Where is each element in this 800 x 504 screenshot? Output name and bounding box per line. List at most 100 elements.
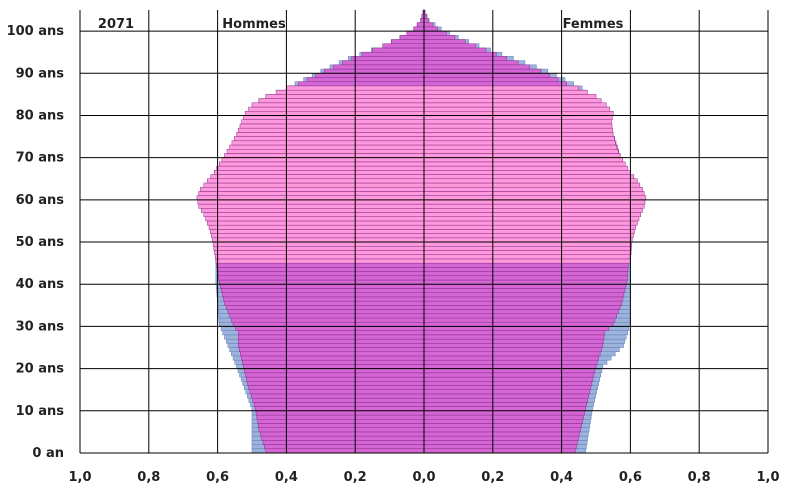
bar-femmes-age-102	[423, 18, 429, 23]
bar-hommes-age-11	[253, 402, 425, 407]
x-tick-label-1: 0,8	[137, 470, 160, 485]
bar-hommes-age-61	[198, 191, 425, 196]
bar-hommes-age-81	[248, 106, 425, 112]
bar-femmes-age-32	[423, 313, 617, 319]
bar-hommes-age-37	[222, 292, 425, 298]
bar-hommes-age-91	[333, 64, 425, 70]
y-tick-label-80: 80 ans	[16, 108, 65, 123]
bar-hommes-age-70	[224, 153, 425, 158]
bar-femmes-age-37	[423, 292, 625, 298]
bar-hommes-age-64	[207, 178, 425, 184]
bar-hommes-age-78	[241, 119, 425, 125]
bar-femmes-age-29	[423, 326, 610, 331]
bar-hommes-age-17	[246, 376, 425, 382]
bar-hommes-age-53	[208, 224, 425, 230]
x-tick-label-0: 1,0	[68, 470, 91, 485]
bar-hommes-age-10	[255, 406, 425, 412]
bar-hommes-age-82	[251, 102, 425, 108]
bar-hommes-age-63	[203, 182, 425, 188]
bar-hommes-age-20	[243, 364, 425, 369]
bar-femmes-age-73	[423, 140, 616, 146]
bar-hommes-age-65	[210, 174, 425, 180]
bar-femmes-age-26	[423, 338, 604, 344]
bar-femmes-age-14	[423, 389, 591, 395]
bar-hommes-age-39	[220, 283, 425, 289]
bar-hommes-age-49	[212, 241, 425, 247]
bar-hommes-age-74	[233, 136, 425, 142]
bar-femmes-age-4	[423, 431, 580, 437]
bar-femmes-age-28	[423, 330, 605, 336]
bar-femmes-age-43	[423, 267, 629, 272]
bar-hommes-age-38	[221, 288, 425, 293]
bar-hommes-age-72	[229, 144, 425, 150]
bar-hommes-age-45	[215, 258, 425, 264]
bar-femmes-age-2	[423, 440, 578, 445]
bar-hommes-age-67	[216, 165, 425, 171]
bar-femmes-age-35	[423, 300, 623, 306]
bar-femmes-age-56	[423, 212, 641, 217]
bar-femmes-age-82	[423, 102, 607, 108]
x-tick-label-3: 0,4	[275, 470, 298, 485]
bar-femmes-age-97	[423, 39, 466, 45]
x-tick-label-7: 0,4	[550, 470, 573, 485]
bar-femmes-age-79	[423, 115, 613, 120]
bar-femmes-age-15	[423, 385, 592, 390]
bar-hommes-age-23	[240, 351, 425, 357]
bar-hommes-age-43	[217, 267, 425, 272]
bar-femmes-age-99	[423, 30, 447, 36]
bar-femmes-age-30	[423, 321, 614, 327]
bar-hommes-age-0	[265, 448, 425, 454]
bar-hommes-age-99	[406, 30, 425, 36]
bar-hommes-age-31	[231, 317, 425, 323]
x-tick-label-6: 0,2	[481, 470, 504, 485]
bar-hommes-age-75	[236, 132, 425, 137]
bar-hommes-age-19	[244, 368, 425, 374]
bar-hommes-age-27	[237, 334, 425, 340]
bar-femmes-age-44	[423, 262, 629, 268]
bar-hommes-age-13	[251, 393, 425, 399]
y-tick-label-60: 60 ans	[16, 193, 65, 208]
y-tick-label-20: 20 ans	[16, 362, 65, 377]
bar-femmes-age-77	[423, 123, 613, 129]
x-tick-label-5: 0,0	[412, 470, 435, 485]
bar-hommes-age-44	[216, 262, 425, 268]
bar-hommes-age-24	[239, 347, 425, 352]
year-label: 2071	[98, 17, 134, 32]
bar-femmes-age-21	[423, 359, 598, 365]
bar-femmes-age-36	[423, 296, 624, 302]
bar-hommes-age-35	[224, 300, 425, 306]
bar-femmes-age-48	[423, 246, 632, 251]
bar-hommes-age-58	[198, 203, 425, 209]
bar-hommes-age-73	[231, 140, 425, 146]
bar-hommes-age-87	[298, 81, 425, 87]
bar-femmes-age-31	[423, 317, 616, 323]
bar-femmes-age-51	[423, 233, 634, 239]
bar-femmes-age-52	[423, 229, 635, 234]
bar-hommes-age-33	[227, 309, 425, 315]
bar-hommes-age-9	[255, 410, 425, 416]
bar-femmes-age-89	[423, 73, 550, 78]
bar-femmes-age-95	[423, 47, 487, 53]
bar-femmes-age-50	[423, 237, 633, 243]
bar-hommes-age-71	[226, 148, 425, 154]
x-tick-label-4: 0,2	[344, 470, 367, 485]
bar-hommes-age-79	[243, 115, 425, 120]
bar-hommes-age-50	[212, 237, 425, 243]
bar-hommes-age-41	[218, 275, 425, 281]
bar-femmes-age-68	[423, 161, 626, 167]
bar-femmes-age-7	[423, 418, 583, 424]
x-tick-label-10: 1,0	[756, 470, 779, 485]
y-axis-tick-labels: 0 an 10 ans 20 ans 30 ans 40 ans 50 ans 60 ans…	[7, 24, 65, 461]
bar-hommes-age-85	[275, 89, 425, 95]
bar-femmes-age-0	[423, 448, 576, 454]
bar-femmes-age-80	[423, 111, 614, 116]
bar-hommes-age-77	[239, 123, 425, 129]
bar-femmes-age-63	[423, 182, 641, 188]
bar-hommes-age-89	[315, 73, 425, 78]
bar-femmes-age-55	[423, 216, 640, 222]
bar-femmes-age-16	[423, 381, 593, 386]
bar-femmes-age-65	[423, 174, 635, 180]
bar-femmes-age-49	[423, 241, 633, 247]
bar-hommes-age-83	[258, 98, 425, 104]
bar-femmes-age-88	[423, 77, 559, 82]
